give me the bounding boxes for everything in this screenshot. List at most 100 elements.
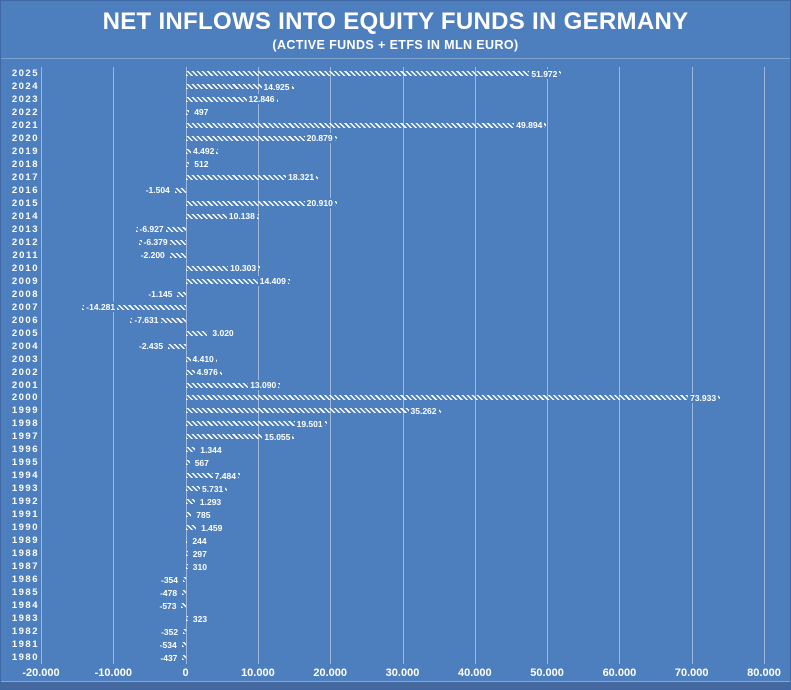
y-axis-label: 1993: [11, 483, 39, 495]
y-axis-label: 2021: [11, 119, 39, 131]
bar: [185, 512, 192, 518]
bottom-edge: [1, 681, 790, 689]
bar: [185, 278, 290, 284]
y-axis-label: 2020: [11, 132, 39, 144]
bar: [181, 603, 186, 609]
x-axis-tick-label: 70.000: [674, 667, 709, 679]
bar-value-label: 4.976: [194, 367, 220, 377]
bar-value-label: 10.138: [226, 211, 257, 222]
bar-value-label: -2.435: [137, 341, 166, 351]
bar: [185, 161, 190, 167]
y-axis-label: 2005: [11, 327, 39, 339]
bar-value-label: 1.293: [197, 496, 224, 507]
x-axis-tick-label: 60.000: [602, 667, 637, 679]
bar: [185, 200, 337, 206]
y-axis-label: 1997: [11, 431, 39, 443]
y-axis-label: 1986: [11, 574, 39, 586]
x-axis-tick-label: 40.000: [457, 667, 492, 679]
y-axis-label: 2015: [11, 197, 39, 209]
bar: [183, 629, 186, 635]
bar-value-label: 1.459: [199, 522, 225, 533]
y-axis-label: 1985: [11, 587, 39, 599]
gridline: [402, 67, 404, 664]
y-axis-label: 1987: [11, 561, 39, 573]
bar-value-label: 297: [190, 548, 209, 559]
x-axis-tick-label: 0: [182, 667, 189, 679]
y-axis-label: 2018: [11, 158, 39, 170]
bar-value-label: -352: [159, 626, 181, 637]
bar-value-label: -478: [158, 587, 180, 598]
bar-value-label: -6.379: [141, 237, 170, 248]
bar-value-label: -7.631: [132, 315, 161, 326]
x-axis-tick-label: 20.000: [313, 667, 348, 679]
bar-value-label: 3.020: [210, 328, 236, 339]
bar: [185, 460, 190, 466]
bar: [82, 304, 186, 310]
bar: [185, 265, 261, 271]
gridline: [547, 67, 549, 664]
bar-value-label: 5.731: [200, 483, 226, 494]
gridline: [185, 67, 187, 664]
y-axis-label: 2011: [12, 249, 39, 261]
bar-value-label: 14.925: [261, 81, 292, 92]
bar-value-label: 12.846: [246, 94, 277, 105]
y-axis-label: 1980: [11, 652, 39, 663]
y-axis-label: 1990: [11, 522, 39, 534]
y-axis-label: 2013: [11, 223, 39, 235]
bar-value-label: -1.145: [146, 289, 175, 300]
bar-value-label: 4.492: [191, 146, 217, 157]
bar: [185, 96, 279, 102]
bar: [185, 174, 319, 180]
x-axis-tick-label: 80.000: [747, 667, 781, 679]
x-axis-tick-label: 30.000: [385, 667, 420, 679]
y-axis-label: 2006: [11, 314, 39, 326]
bar-value-label: -2.200: [138, 250, 167, 261]
bar-value-label: 13.090: [248, 380, 279, 390]
bar: [185, 551, 188, 557]
y-axis-label: 1994: [11, 470, 39, 482]
bar-value-label: 19.501: [294, 418, 325, 429]
y-axis-label: 1992: [11, 496, 39, 508]
y-axis-label: 2023: [11, 93, 39, 105]
bar-value-label: 14.409: [257, 276, 288, 287]
bar-value-label: 310: [190, 561, 209, 572]
y-axis-label: 2004: [11, 340, 39, 352]
bar-value-label: 4.410: [190, 354, 216, 364]
y-axis-label: 2022: [11, 106, 39, 118]
bar-value-label: 20.910: [304, 198, 335, 209]
y-axis-label: 2007: [11, 301, 39, 313]
chart-subtitle: (ACTIVE FUNDS + ETFS IN MLN EURO): [272, 38, 519, 52]
y-axis-label: 2019: [11, 145, 39, 157]
bar-value-label: 73.933: [688, 392, 719, 403]
bar-value-label: -354: [159, 574, 181, 585]
y-axis-label: 1991: [11, 509, 39, 521]
y-axis-label: 1996: [11, 444, 39, 456]
bar: [177, 291, 186, 297]
chart-title: NET INFLOWS INTO EQUITY FUNDS IN GERMANY: [102, 8, 689, 35]
y-axis-label: 1998: [11, 418, 39, 430]
bar: [185, 538, 188, 544]
gridline: [474, 67, 476, 664]
y-axis-label: 1988: [11, 548, 39, 560]
bar: [185, 135, 337, 141]
bar: [185, 122, 547, 128]
bar-value-label: 497: [192, 107, 211, 118]
gridline: [764, 67, 765, 664]
bar-value-label: -14.281: [84, 302, 118, 313]
bar-value-label: 785: [194, 509, 213, 520]
bar-value-label: 567: [192, 457, 211, 468]
gridline: [257, 67, 259, 664]
bar-value-label: 10.303: [228, 263, 259, 274]
bar: [185, 473, 240, 479]
bar: [182, 590, 186, 596]
y-axis-label: 2008: [11, 288, 39, 300]
bar: [185, 382, 281, 388]
y-axis-label: 2016: [11, 184, 39, 196]
y-axis-label: 1981: [11, 639, 39, 650]
bar-value-label: 244: [190, 535, 209, 546]
y-axis-label: 1995: [11, 457, 39, 469]
bar: [174, 187, 186, 193]
bar-value-label: -6.927: [137, 224, 166, 235]
gridline: [691, 67, 693, 664]
